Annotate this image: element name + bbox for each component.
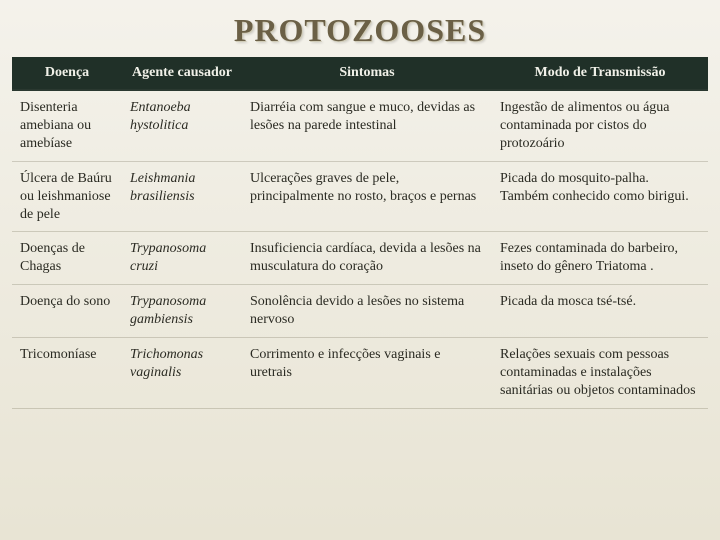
cell-sintomas: Diarréia com sangue e muco, devidas as l… bbox=[242, 90, 492, 161]
cell-transmissao: Ingestão de alimentos ou água contaminad… bbox=[492, 90, 708, 161]
table-row: Disenteria amebiana ou amebíase Entanoeb… bbox=[12, 90, 708, 161]
cell-transmissao: Fezes contaminada do barbeiro, inseto do… bbox=[492, 232, 708, 285]
cell-agente: Entanoeba hystolitica bbox=[122, 90, 242, 161]
slide-title: PROTOZOOSES bbox=[0, 0, 720, 57]
col-header-sintomas: Sintomas bbox=[242, 57, 492, 90]
cell-sintomas: Ulcerações graves de pele, principalment… bbox=[242, 161, 492, 232]
cell-doenca: Tricomoníase bbox=[12, 338, 122, 409]
table-row: Úlcera de Baúru ou leishmaniose de pele … bbox=[12, 161, 708, 232]
cell-agente: Trypanosoma cruzi bbox=[122, 232, 242, 285]
cell-sintomas: Insuficiencia cardíaca, devida a lesões … bbox=[242, 232, 492, 285]
cell-transmissao: Picada do mosquito-palha. Também conheci… bbox=[492, 161, 708, 232]
cell-sintomas: Corrimento e infecções vaginais e uretra… bbox=[242, 338, 492, 409]
col-header-transmissao: Modo de Transmissão bbox=[492, 57, 708, 90]
cell-sintomas: Sonolência devido a lesões no sistema ne… bbox=[242, 285, 492, 338]
cell-agente: Trichomonas vaginalis bbox=[122, 338, 242, 409]
col-header-doenca: Doença bbox=[12, 57, 122, 90]
table-row: Doença do sono Trypanosoma gambiensis So… bbox=[12, 285, 708, 338]
table-row: Doenças de Chagas Trypanosoma cruzi Insu… bbox=[12, 232, 708, 285]
table-row: Tricomoníase Trichomonas vaginalis Corri… bbox=[12, 338, 708, 409]
cell-doenca: Úlcera de Baúru ou leishmaniose de pele bbox=[12, 161, 122, 232]
cell-doenca: Doenças de Chagas bbox=[12, 232, 122, 285]
cell-doenca: Disenteria amebiana ou amebíase bbox=[12, 90, 122, 161]
cell-agente: Leishmania brasiliensis bbox=[122, 161, 242, 232]
table-header-row: Doença Agente causador Sintomas Modo de … bbox=[12, 57, 708, 90]
protozooses-table: Doença Agente causador Sintomas Modo de … bbox=[12, 57, 708, 409]
col-header-agente: Agente causador bbox=[122, 57, 242, 90]
cell-transmissao: Relações sexuais com pessoas contaminada… bbox=[492, 338, 708, 409]
cell-agente: Trypanosoma gambiensis bbox=[122, 285, 242, 338]
cell-doenca: Doença do sono bbox=[12, 285, 122, 338]
cell-transmissao: Picada da mosca tsé-tsé. bbox=[492, 285, 708, 338]
